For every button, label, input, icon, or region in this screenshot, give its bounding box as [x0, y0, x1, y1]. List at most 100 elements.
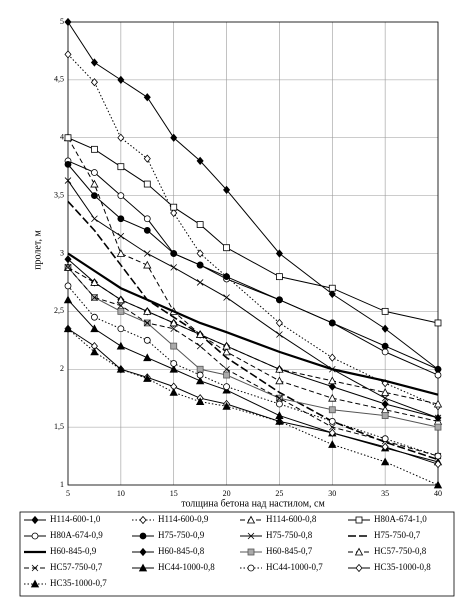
x-tick-label: 35 [381, 489, 389, 498]
marker [63, 295, 73, 304]
legend-label: Н114-600-1,0 [50, 514, 101, 524]
y-axis-title: пролет, м [32, 230, 43, 270]
marker [434, 413, 442, 422]
marker [117, 302, 125, 309]
marker [195, 376, 205, 385]
marker [275, 376, 284, 385]
marker [196, 371, 204, 379]
x-tick-label: 10 [117, 489, 125, 498]
legend-marker [246, 515, 256, 524]
x-tick-label: 40 [434, 489, 442, 498]
marker [328, 428, 336, 438]
legend-marker [31, 515, 39, 525]
marker [116, 295, 126, 304]
x-tick-label: 5 [66, 489, 70, 498]
marker [143, 374, 152, 382]
legend-marker [247, 564, 255, 572]
y-tick-label: 2 [60, 364, 64, 373]
legend-label: Н80А-674-1,0 [374, 514, 427, 524]
marker [196, 342, 204, 350]
marker [328, 284, 336, 292]
marker [143, 353, 152, 362]
marker [196, 249, 204, 258]
marker [328, 319, 336, 327]
marker [276, 400, 283, 408]
marker [196, 221, 204, 228]
marker [117, 325, 125, 333]
legend-marker [355, 516, 363, 524]
marker [91, 313, 98, 321]
x-axis-title: толщина бетона над настилом, см [181, 498, 325, 509]
marker [117, 75, 125, 84]
legend-label: НС57-750-0,8 [374, 546, 427, 556]
marker [328, 289, 336, 299]
marker [64, 264, 72, 271]
legend-marker [139, 532, 147, 540]
marker [116, 364, 126, 373]
marker [275, 249, 283, 258]
series-line [67, 328, 439, 486]
marker [116, 249, 126, 257]
legend-marker [138, 563, 148, 572]
marker [381, 442, 389, 451]
marker [434, 423, 442, 431]
marker [90, 347, 99, 356]
legend-label: НС44-1000-0,8 [158, 562, 215, 572]
legend-marker [139, 515, 147, 525]
legend-label: НС35-1000-0,8 [374, 562, 431, 572]
legend-box [19, 511, 455, 597]
marker [117, 192, 125, 200]
marker [223, 383, 230, 391]
marker [328, 382, 336, 391]
marker [276, 273, 283, 281]
marker [223, 294, 230, 301]
marker [170, 360, 178, 367]
marker [196, 365, 204, 373]
marker [64, 134, 72, 142]
y-tick-label: 5 [60, 17, 64, 26]
marker [143, 307, 152, 315]
legend-label: НС35-1000-0,7 [50, 578, 107, 588]
marker [195, 330, 205, 338]
marker [434, 452, 442, 460]
legend-label: НС44-1000-0,7 [266, 562, 323, 572]
marker [63, 324, 73, 333]
marker [144, 250, 151, 257]
marker [169, 388, 178, 396]
marker [91, 215, 98, 223]
legend-marker [139, 547, 147, 557]
marker [223, 371, 230, 379]
marker [434, 460, 442, 469]
marker [275, 364, 284, 373]
legend-marker [355, 563, 363, 573]
marker [170, 250, 178, 257]
marker [380, 388, 390, 396]
marker [170, 342, 178, 350]
marker [117, 215, 125, 223]
legend-label: Н75-750-0,8 [266, 530, 313, 540]
marker [170, 325, 177, 333]
marker [64, 50, 72, 59]
x-tick-label: 20 [223, 489, 231, 498]
marker [434, 365, 442, 373]
legend-label: Н75-750-0,7 [374, 530, 421, 540]
x-tick-label: 15 [170, 489, 178, 498]
marker [64, 282, 72, 290]
marker [90, 58, 98, 67]
marker [170, 203, 178, 211]
marker [143, 336, 151, 344]
marker [143, 226, 151, 234]
legend-label: Н80А-674-0,9 [50, 530, 103, 540]
marker [117, 133, 125, 142]
legend-marker [30, 579, 40, 588]
marker [64, 177, 72, 184]
marker [328, 376, 337, 385]
y-tick-label: 4 [60, 133, 64, 142]
marker [170, 208, 178, 218]
marker [91, 145, 98, 153]
marker [223, 244, 230, 252]
marker [223, 185, 231, 194]
marker [90, 324, 99, 333]
marker [117, 163, 125, 171]
